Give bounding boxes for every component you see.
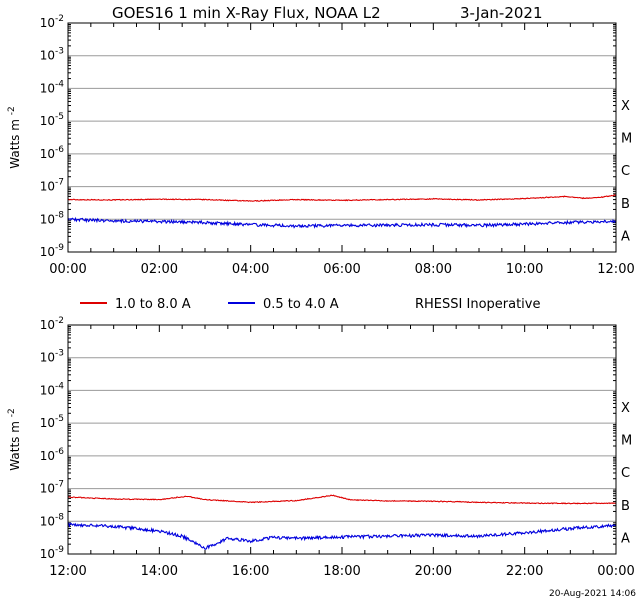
y-tick-label: 10-9 (40, 545, 65, 561)
y-axis-label: Watts m -2 (7, 106, 22, 168)
x-tick-label: 04:00 (232, 262, 269, 277)
chart-title: GOES16 1 min X-Ray Flux, NOAA L2 3-Jan-2… (112, 4, 543, 22)
upper-panel: 10-2 10-3 10-4 10-5 10-6 10-7 10-8 10-9 X M C B A 00:… (7, 14, 635, 277)
legend: 1.0 to 8.0 A 0.5 to 4.0 A RHESSI Inoperati… (80, 297, 540, 312)
legend-label: 0.5 to 4.0 A (263, 297, 339, 312)
x-tick-label: 08:00 (415, 262, 452, 277)
x-tick-label: 20:00 (415, 564, 452, 579)
y-tick-label: 10-9 (40, 243, 65, 259)
y-tick-label: 10-7 (40, 480, 64, 496)
flare-class-label: B (621, 499, 630, 514)
plot-frame (67, 324, 617, 555)
x-tick-label: 22:00 (506, 564, 543, 579)
y-tick-label: 10-5 (40, 112, 64, 128)
y-tick-label: 10-4 (40, 79, 65, 95)
series-line-short (67, 216, 617, 229)
flare-class-label: X (621, 401, 630, 416)
y-tick-label: 10-6 (40, 447, 65, 463)
x-tick-label: 12:00 (49, 564, 86, 579)
y-tick-label: 10-7 (40, 178, 64, 194)
y-tick-label: 10-5 (40, 414, 64, 430)
y-tick-label: 10-3 (40, 349, 64, 365)
y-tick-label: 10-8 (40, 210, 65, 226)
x-tick-label: 18:00 (323, 564, 360, 579)
flare-class-label: A (621, 532, 630, 547)
y-tick-label: 10-2 (40, 316, 64, 332)
x-tick-label: 00:00 (597, 564, 634, 579)
flare-class-label: C (621, 466, 630, 481)
flare-class-label: B (621, 197, 630, 212)
x-tick-label: 00:00 (49, 262, 86, 277)
flare-class-label: M (621, 132, 632, 147)
flare-class-label: X (621, 99, 630, 114)
footer-timestamp: 20-Aug-2021 14:06 (549, 589, 636, 599)
flare-class-label: A (621, 230, 630, 245)
series-line-short (67, 521, 617, 550)
series-line-long (67, 494, 617, 505)
y-tick-label: 10-4 (40, 381, 65, 397)
x-tick-label: 02:00 (141, 262, 178, 277)
flare-class-label: C (621, 164, 630, 179)
lower-panel: 10-2 10-3 10-4 10-5 10-6 10-7 10-8 10-9 X M C B A 12:… (7, 316, 635, 579)
y-axis-label: Watts m -2 (7, 408, 22, 470)
flare-class-label: M (621, 434, 632, 449)
chart-title-main: GOES16 1 min X-Ray Flux, NOAA L2 (112, 4, 381, 22)
y-tick-label: 10-3 (40, 47, 64, 63)
series-line-long (67, 194, 617, 202)
x-tick-label: 10:00 (506, 262, 543, 277)
chart-title-date: 3-Jan-2021 (460, 4, 543, 22)
y-tick-label: 10-8 (40, 512, 65, 528)
plot-frame (67, 22, 617, 253)
y-tick-label: 10-2 (40, 14, 64, 30)
x-tick-label: 12:00 (597, 262, 634, 277)
x-tick-label: 16:00 (232, 564, 269, 579)
x-tick-label: 14:00 (141, 564, 178, 579)
legend-note: RHESSI Inoperative (415, 297, 540, 312)
x-tick-label: 06:00 (323, 262, 360, 277)
legend-label: 1.0 to 8.0 A (115, 297, 191, 312)
y-tick-label: 10-6 (40, 145, 65, 161)
